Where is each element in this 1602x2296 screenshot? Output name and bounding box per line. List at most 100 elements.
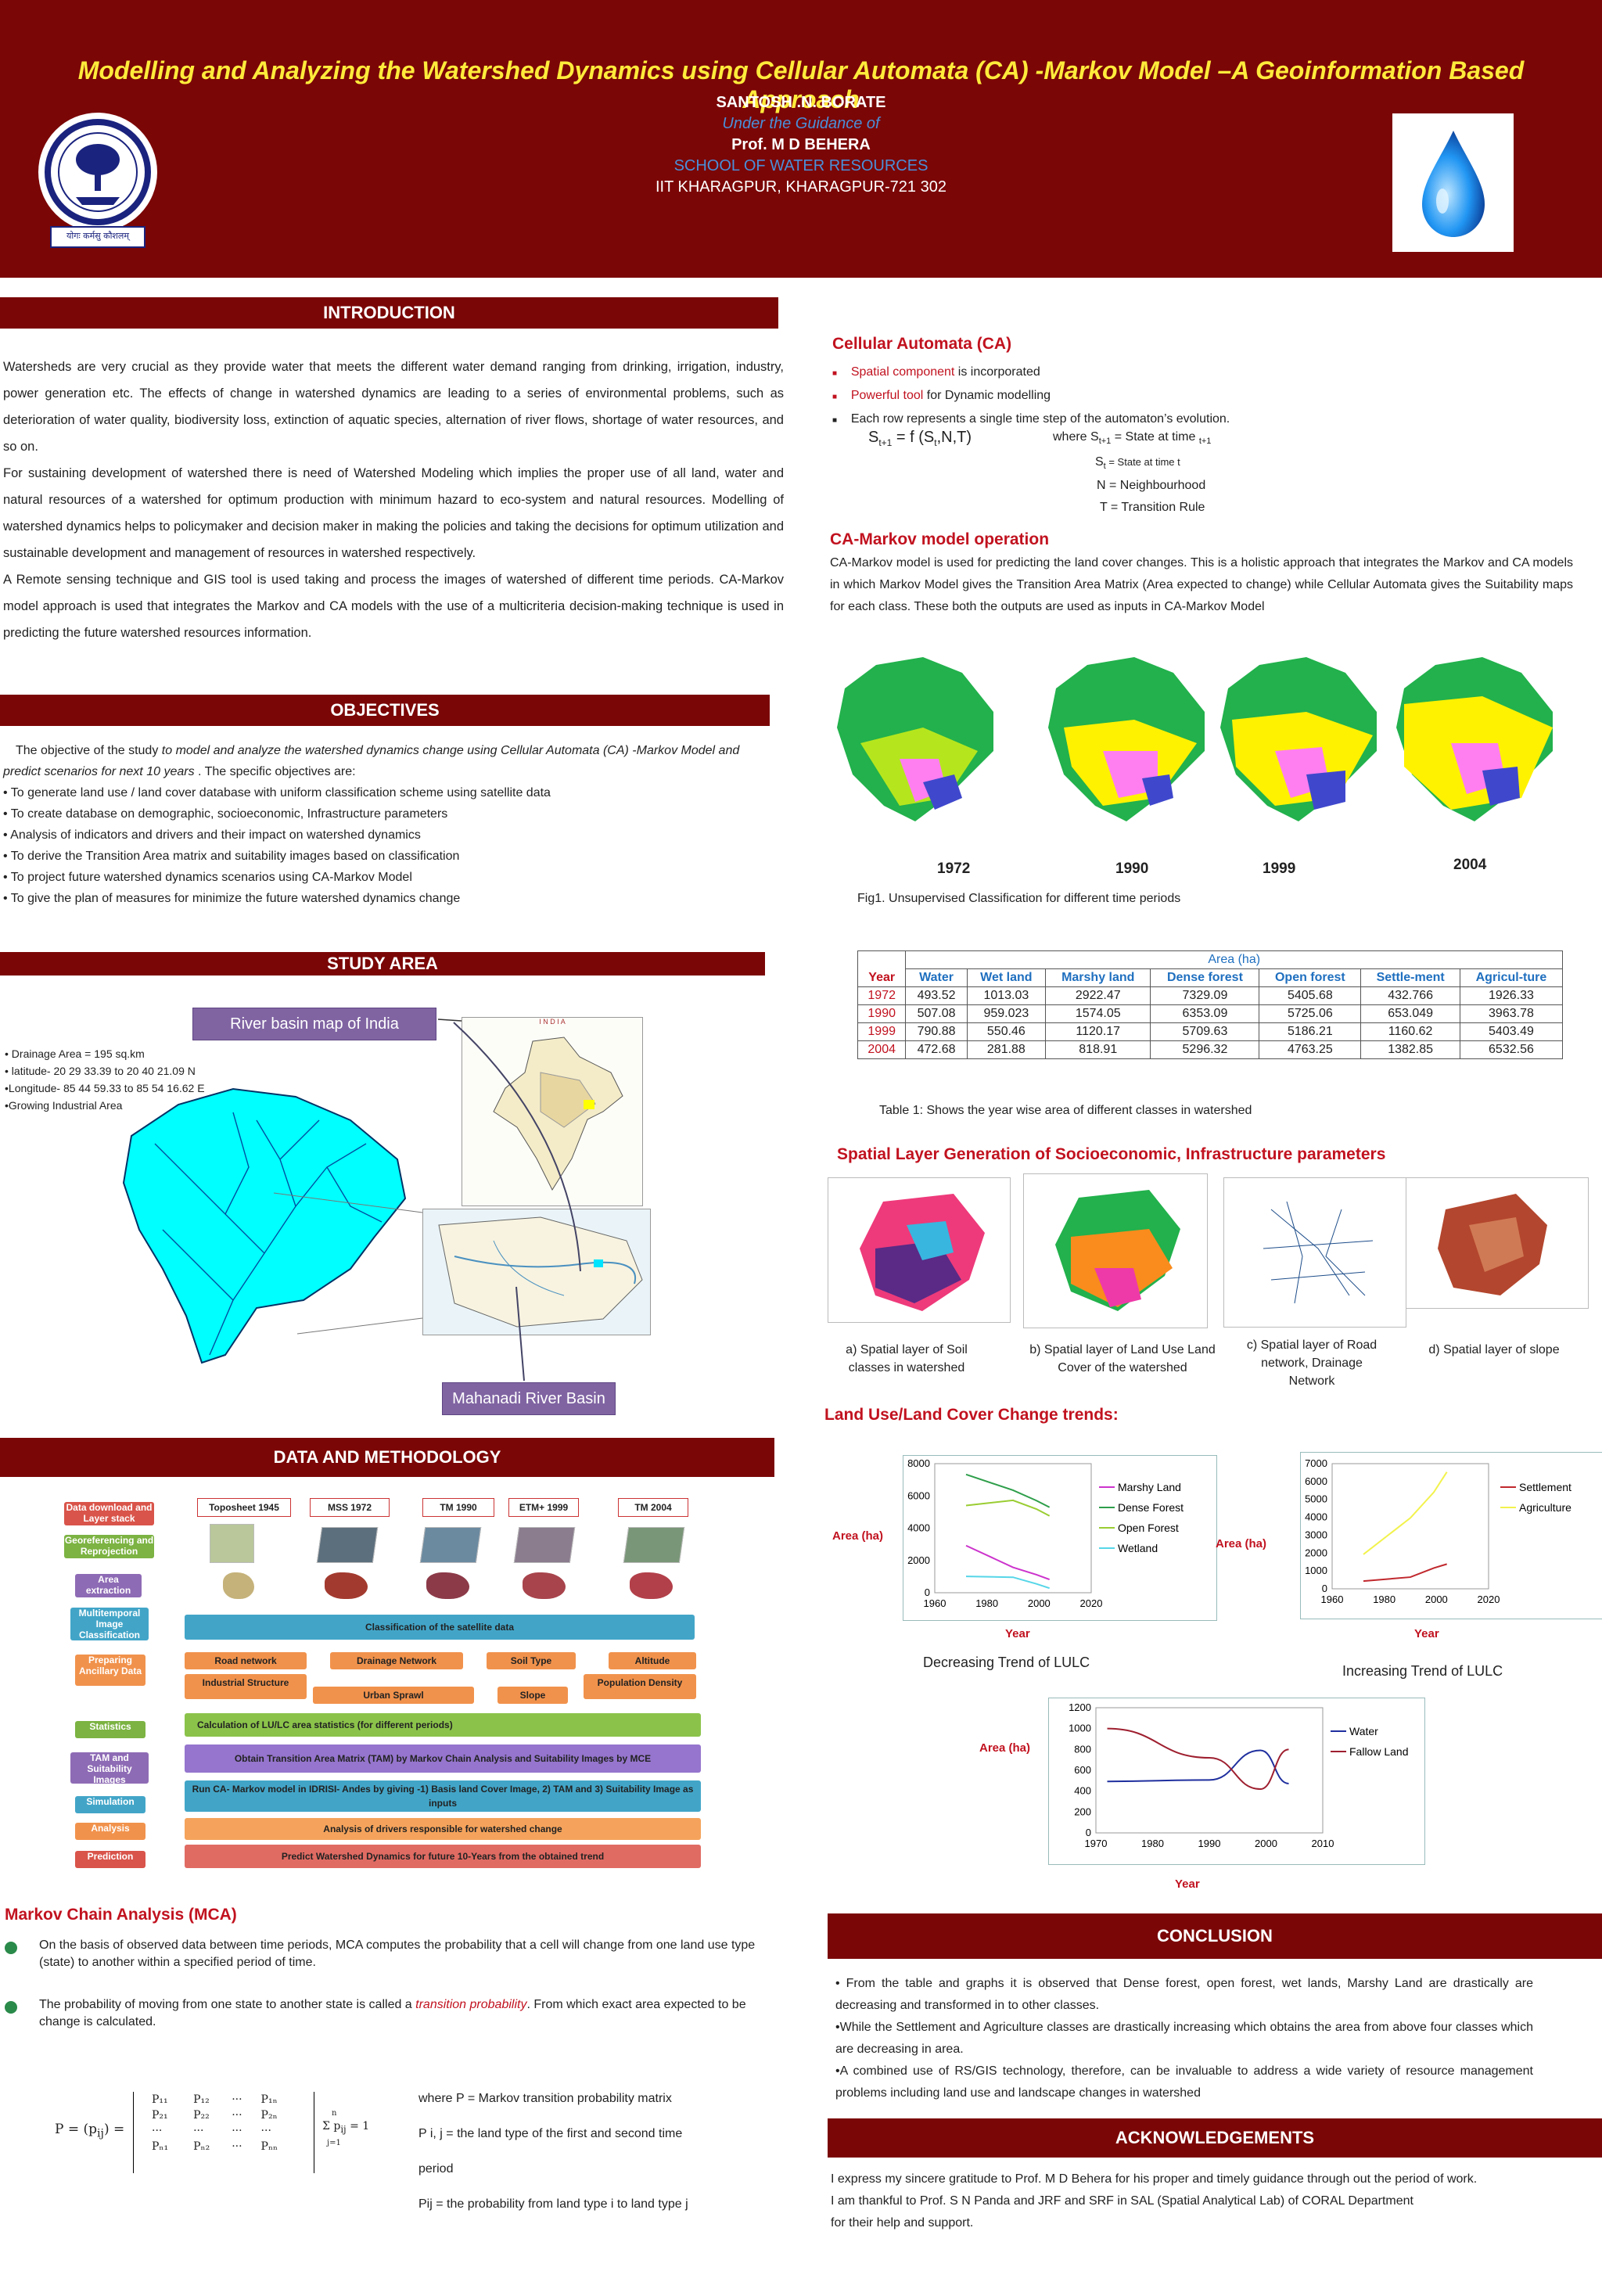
conclusion-paragraph: •While the Settlement and Agriculture cl… [835,2021,1533,2056]
table-cell: 4763.25 [1259,1040,1362,1059]
ancillary-slope: Slope [497,1687,568,1704]
ca-b3: Each row represents a single time step o… [850,412,1230,426]
plot-area [1095,1707,1324,1834]
simulation-bar: Run CA- Markov model in IDRISI- Andes by… [185,1780,701,1812]
sum-top: n [332,2109,337,2118]
objectives-intro-b: to model and analyze the watershed dynam… [3,744,740,778]
col-header: Dense forest [1150,968,1260,987]
step-statistics: Statistics [75,1721,145,1738]
legend-label: Open Forest [1118,1522,1179,1534]
table-cell: 6532.56 [1459,1040,1564,1059]
study-fact: • Drainage Area = 195 sq.km [5,1047,145,1060]
matrix-cell: ··· [260,2125,271,2137]
series-line-open-forest [965,1499,1051,1517]
sat-label-toposheet: Toposheet 1945 [197,1498,291,1517]
matrix-cell: P₁ₙ [260,2093,278,2106]
mca-note: P i, j = the land type of the first and … [418,2127,683,2140]
where-a: where S [1053,430,1099,444]
st-b: = State at time t [1105,456,1180,468]
objective-item: • Analysis of indicators and drivers and… [3,828,421,842]
ca-equation: St+1 = f (St,N,T) [868,429,972,448]
map-1990 [1048,657,1205,821]
x-tick-label: 1970 [1085,1838,1108,1849]
india-map-title: I N D I A [539,1018,566,1026]
table-cell: 1013.03 [966,986,1047,1005]
matrix-cell: P₁₁ [152,2093,168,2106]
increasing-caption: Increasing Trend of LULC [1342,1663,1503,1679]
table-cell: 3963.78 [1459,1004,1564,1023]
watershed-map [116,1073,429,1371]
col-header: Open forest [1259,968,1362,987]
map-1972 [837,657,993,821]
col-header: Water [905,968,968,987]
header-banner [0,0,1602,278]
extract-image [223,1572,254,1599]
st-a: S [1095,455,1104,469]
extract-image [523,1572,566,1599]
matrix-cell: ··· [232,2140,242,2153]
y-tick-label: 7000 [1305,1457,1327,1469]
y-tick-label: 5000 [1305,1493,1327,1505]
statistics-bar: Calculation of LU/LC area statistics (fo… [185,1713,701,1737]
intro-paragraph-1: Watersheds are very crucial as they prov… [3,360,784,454]
decreasing-caption: Decreasing Trend of LULC [923,1655,1090,1670]
markov-equation: P = (pij) = P₁₁ P₁₂ ··· P₁ₙ P₂₁ P₂₂ ··· P₂ₙ ··… [47,2089,391,2175]
table-row: 2004 472.68 281.88 818.91 5296.32 4763.25 1382… [857,1040,1564,1059]
basin-map-label: Mahanadi River Basin [442,1382,616,1415]
table-cell: 1120.17 [1045,1022,1151,1041]
poster-title: Modelling and Analyzing the Watershed Dy… [77,56,1525,113]
ancillary-population: Population Density [584,1674,696,1699]
where-b: = State at time [1111,430,1199,444]
ca-b2-red: Powerful tool [850,389,924,402]
ancillary-road: Road network [185,1652,307,1669]
table-cell: 5725.06 [1259,1004,1362,1023]
step-data-download: Data download and Layer stack [64,1502,154,1525]
eq-lhs: P = (p [55,2122,98,2137]
matrix-cell: ··· [232,2093,242,2106]
fig1-year-1990: 1990 [1115,861,1149,877]
mss-image [316,1527,379,1563]
col-header: Year [857,968,907,987]
study-fact: •Growing Industrial Area [5,1099,123,1112]
step-classification: Multitemporal Image Classification [70,1608,149,1640]
matrix-cell: Pₙₙ [260,2140,278,2153]
mca-notes: where P = Markov transition probability … [418,2081,778,2222]
series-line-dense-forest [965,1473,1051,1508]
objectives-heading: OBJECTIVES [0,695,770,726]
y-tick-label: 6000 [1305,1475,1327,1487]
table-cell: 1382.85 [1360,1040,1460,1059]
sum-expr: Σ p [322,2120,341,2133]
legend-label: Water [1349,1725,1378,1737]
study-area-heading: STUDY AREA [0,952,765,976]
ack-heading: ACKNOWLEDGEMENTS [828,2118,1602,2158]
matrix-cell: P₂₁ [152,2109,168,2122]
y-tick-label: 3000 [1305,1529,1327,1540]
y-tick-label: 600 [1074,1764,1091,1776]
road-network-image [1223,1177,1406,1328]
mca-note: Pij = the probability from land type i t… [418,2197,688,2211]
y-tick-label: 0 [925,1586,930,1598]
y-tick-label: 0 [1322,1583,1327,1594]
iit-logo: योगः कर्मसु कौशलम् [35,110,160,258]
toposheet-image [210,1524,254,1563]
x-tick-label: 2020 [1080,1597,1103,1609]
table-cell: 959.023 [966,1004,1047,1023]
prediction-bar: Predict Watershed Dynamics for future 10… [185,1845,701,1868]
legend-label: Fallow Land [1349,1745,1409,1758]
bullet-icon [5,1942,17,1954]
landuse-layer-image [1023,1173,1208,1328]
water-drop-logo [1392,113,1514,252]
step-analysis: Analysis [75,1823,145,1840]
map-1999 [1220,657,1377,821]
guide-name: Prof. M D BEHERA [731,136,871,153]
step-prediction: Prediction [75,1851,145,1868]
step-georeferencing: Georeferencing and Reprojection [64,1535,154,1558]
matrix-cell: P₂ₙ [260,2109,278,2122]
eq-sub: ij [97,2127,104,2140]
matrix-cell: ··· [232,2109,242,2122]
conclusion-heading: CONCLUSION [828,1913,1602,1959]
camarkov-paragraph: CA-Markov model is used for predicting t… [830,556,1573,613]
mca-note: period [418,2162,454,2176]
table-cell: 507.08 [905,1004,968,1023]
decreasing-trend-chart: 0 2000 4000 6000 8000 1960 1980 2000 2020 Marshy … [903,1455,1217,1621]
